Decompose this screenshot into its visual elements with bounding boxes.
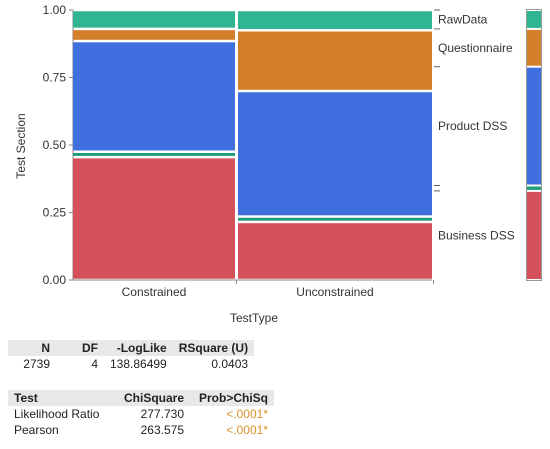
x-tick-label: Unconstrained: [296, 285, 373, 299]
test-header-chisquare: ChiSquare: [108, 390, 190, 406]
marginal-bar-segment: [527, 29, 541, 66]
fit-header-loglike: -LogLike: [104, 340, 173, 356]
x-tick-label: Constrained: [122, 285, 187, 299]
legend-label: Business DSS: [438, 228, 515, 242]
test-name: Pearson: [14, 423, 59, 437]
marginal-bar-segment: [527, 191, 541, 279]
y-tick-label: 0.50: [43, 138, 67, 152]
table-row: Pearson 263.575 <.0001*: [8, 422, 274, 438]
legend-label: Product DSS: [438, 119, 507, 133]
mosaic-cell: [237, 223, 432, 279]
legend-label: Questionnaire: [438, 41, 513, 55]
fit-cell-df: 4: [91, 357, 98, 371]
test-prob: <.0001*: [226, 423, 268, 437]
fit-cell-n: 2739: [23, 357, 50, 371]
marginal-bar-frame: [526, 9, 542, 281]
mosaic-cell: [73, 11, 235, 28]
fit-summary-table: N DF -LogLike RSquare (U) 2739 4 138.864…: [8, 340, 255, 372]
mosaic-cell: [237, 31, 432, 90]
mosaic-cell: [237, 217, 432, 221]
mosaic-cell: [73, 158, 235, 279]
marginal-bar-segment: [527, 67, 541, 185]
fit-cell-rsquare: 0.0403: [211, 357, 249, 371]
mosaic-plot: Test Section TestType 0.00 0.25 0.50 0.75 1.…: [14, 3, 542, 325]
fit-cell-loglike: 138.86499: [110, 357, 167, 371]
table-row: 2739 4 138.86499 0.0403: [8, 356, 254, 372]
test-chisquare: 277.730: [140, 407, 184, 421]
y-tick-label: 0.25: [43, 206, 67, 220]
x-axis-title: TestType: [230, 311, 278, 325]
mosaic-cell: [73, 30, 235, 40]
fit-header-df: DF: [56, 340, 104, 356]
test-prob: <.0001*: [226, 407, 268, 421]
mosaic-cell: [237, 11, 432, 29]
y-tick-label: 0.75: [43, 71, 67, 85]
fit-header-rsquare: RSquare (U): [172, 340, 255, 356]
test-chisquare: 263.575: [140, 423, 184, 437]
test-name: Likelihood Ratio: [14, 407, 100, 421]
y-axis-title: Test Section: [14, 113, 28, 178]
table-row: Likelihood Ratio 277.730 <.0001*: [8, 406, 274, 422]
test-header-prob: Prob>ChiSq: [190, 390, 274, 406]
test-header-test: Test: [8, 390, 108, 406]
y-tick-label: 1.00: [43, 3, 67, 17]
mosaic-cell: [73, 42, 235, 151]
chisquare-test-table: Test ChiSquare Prob>ChiSq Likelihood Rat…: [8, 390, 274, 438]
mosaic-cell: [237, 92, 432, 216]
fit-header-n: N: [8, 340, 56, 356]
y-tick-label: 0.00: [43, 273, 67, 287]
mosaic-cell: [73, 153, 235, 156]
marginal-bar-segment: [527, 11, 541, 28]
marginal-bar-segment: [527, 186, 541, 190]
legend-label: RawData: [438, 12, 488, 26]
